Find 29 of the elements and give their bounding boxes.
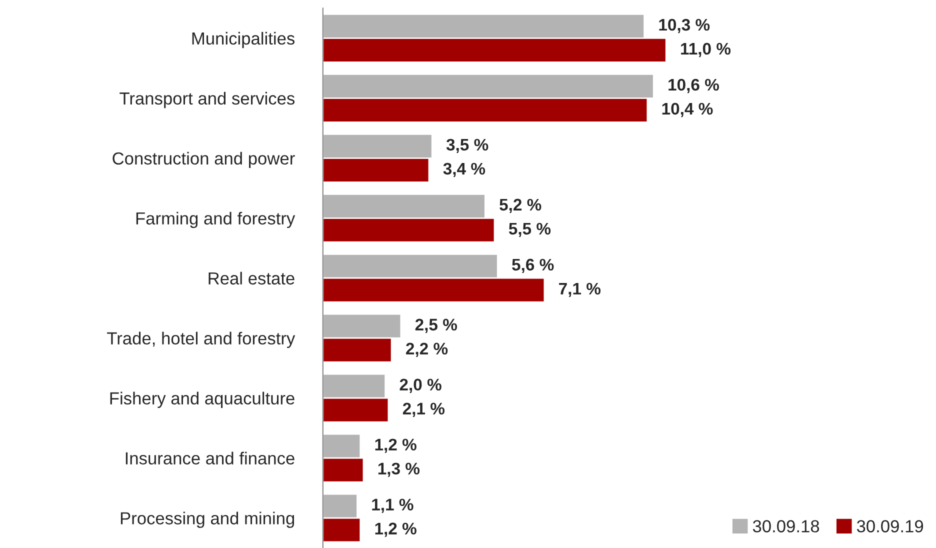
data-label: 11,0 % [681,42,731,58]
data-label: 1,1 % [372,498,414,513]
y-tick-label: Farming and forestry [136,212,296,228]
y-tick-label: Construction and power [112,152,295,168]
data-label: 5,5 % [508,222,551,238]
data-label: 3,4 % [443,162,486,178]
y-tick-label: Insurance and finance [126,452,294,464]
y-tick-label: Transport and services [120,92,295,108]
y-tick-label: Real estate [208,272,294,285]
data-label: 1,2 % [375,522,416,537]
data-label: 10,3 % [659,18,710,34]
legend-label: 30.09.18 [752,520,820,532]
data-label: 2,2 % [406,342,448,357]
data-label: 3,5 % [446,138,488,154]
data-label: 5,2 % [500,198,542,214]
data-label: 10,6 % [668,78,719,94]
data-label: 1,3 % [378,462,420,477]
y-tick-label: Municipalities [192,32,295,48]
data-label: 2,5 % [415,318,457,333]
data-label: 5,6 % [512,258,554,274]
data-label: 2,0 % [400,378,442,393]
y-tick-label: Trade, hotel and forestry [107,332,296,348]
data-label: 2,1 % [402,402,445,417]
data-label: 10,4 % [662,102,713,118]
y-tick-label: Fishery and aquaculture [110,392,294,408]
legend-label: 30.09.19 [856,520,924,532]
data-label: 1,2 % [375,438,416,453]
data-label: 7,1 % [559,282,601,297]
y-tick-label: Processing and mining [120,512,294,528]
